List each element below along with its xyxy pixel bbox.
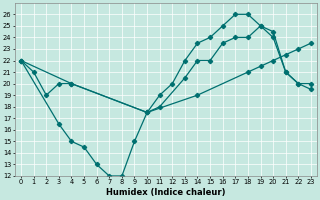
X-axis label: Humidex (Indice chaleur): Humidex (Indice chaleur) bbox=[106, 188, 226, 197]
